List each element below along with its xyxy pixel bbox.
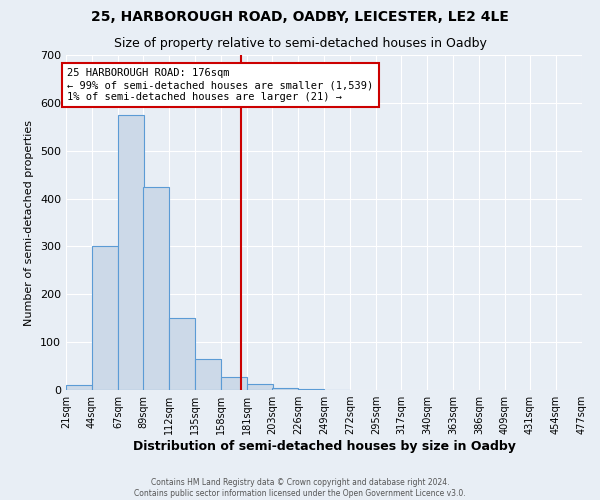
Text: 25, HARBOROUGH ROAD, OADBY, LEICESTER, LE2 4LE: 25, HARBOROUGH ROAD, OADBY, LEICESTER, L… bbox=[91, 10, 509, 24]
Text: Size of property relative to semi-detached houses in Oadby: Size of property relative to semi-detach… bbox=[113, 38, 487, 51]
Bar bbox=[66, 385, 92, 390]
Bar bbox=[247, 384, 273, 390]
Bar bbox=[92, 246, 118, 390]
Bar bbox=[195, 359, 221, 390]
Bar bbox=[272, 388, 298, 390]
X-axis label: Distribution of semi-detached houses by size in Oadby: Distribution of semi-detached houses by … bbox=[133, 440, 515, 453]
Text: 25 HARBOROUGH ROAD: 176sqm
← 99% of semi-detached houses are smaller (1,539)
1% : 25 HARBOROUGH ROAD: 176sqm ← 99% of semi… bbox=[67, 68, 373, 102]
Bar bbox=[118, 115, 144, 390]
Bar bbox=[221, 376, 247, 390]
Y-axis label: Number of semi-detached properties: Number of semi-detached properties bbox=[25, 120, 34, 326]
Bar bbox=[143, 186, 169, 390]
Bar bbox=[298, 389, 324, 390]
Text: Contains HM Land Registry data © Crown copyright and database right 2024.
Contai: Contains HM Land Registry data © Crown c… bbox=[134, 478, 466, 498]
Bar bbox=[169, 318, 195, 390]
